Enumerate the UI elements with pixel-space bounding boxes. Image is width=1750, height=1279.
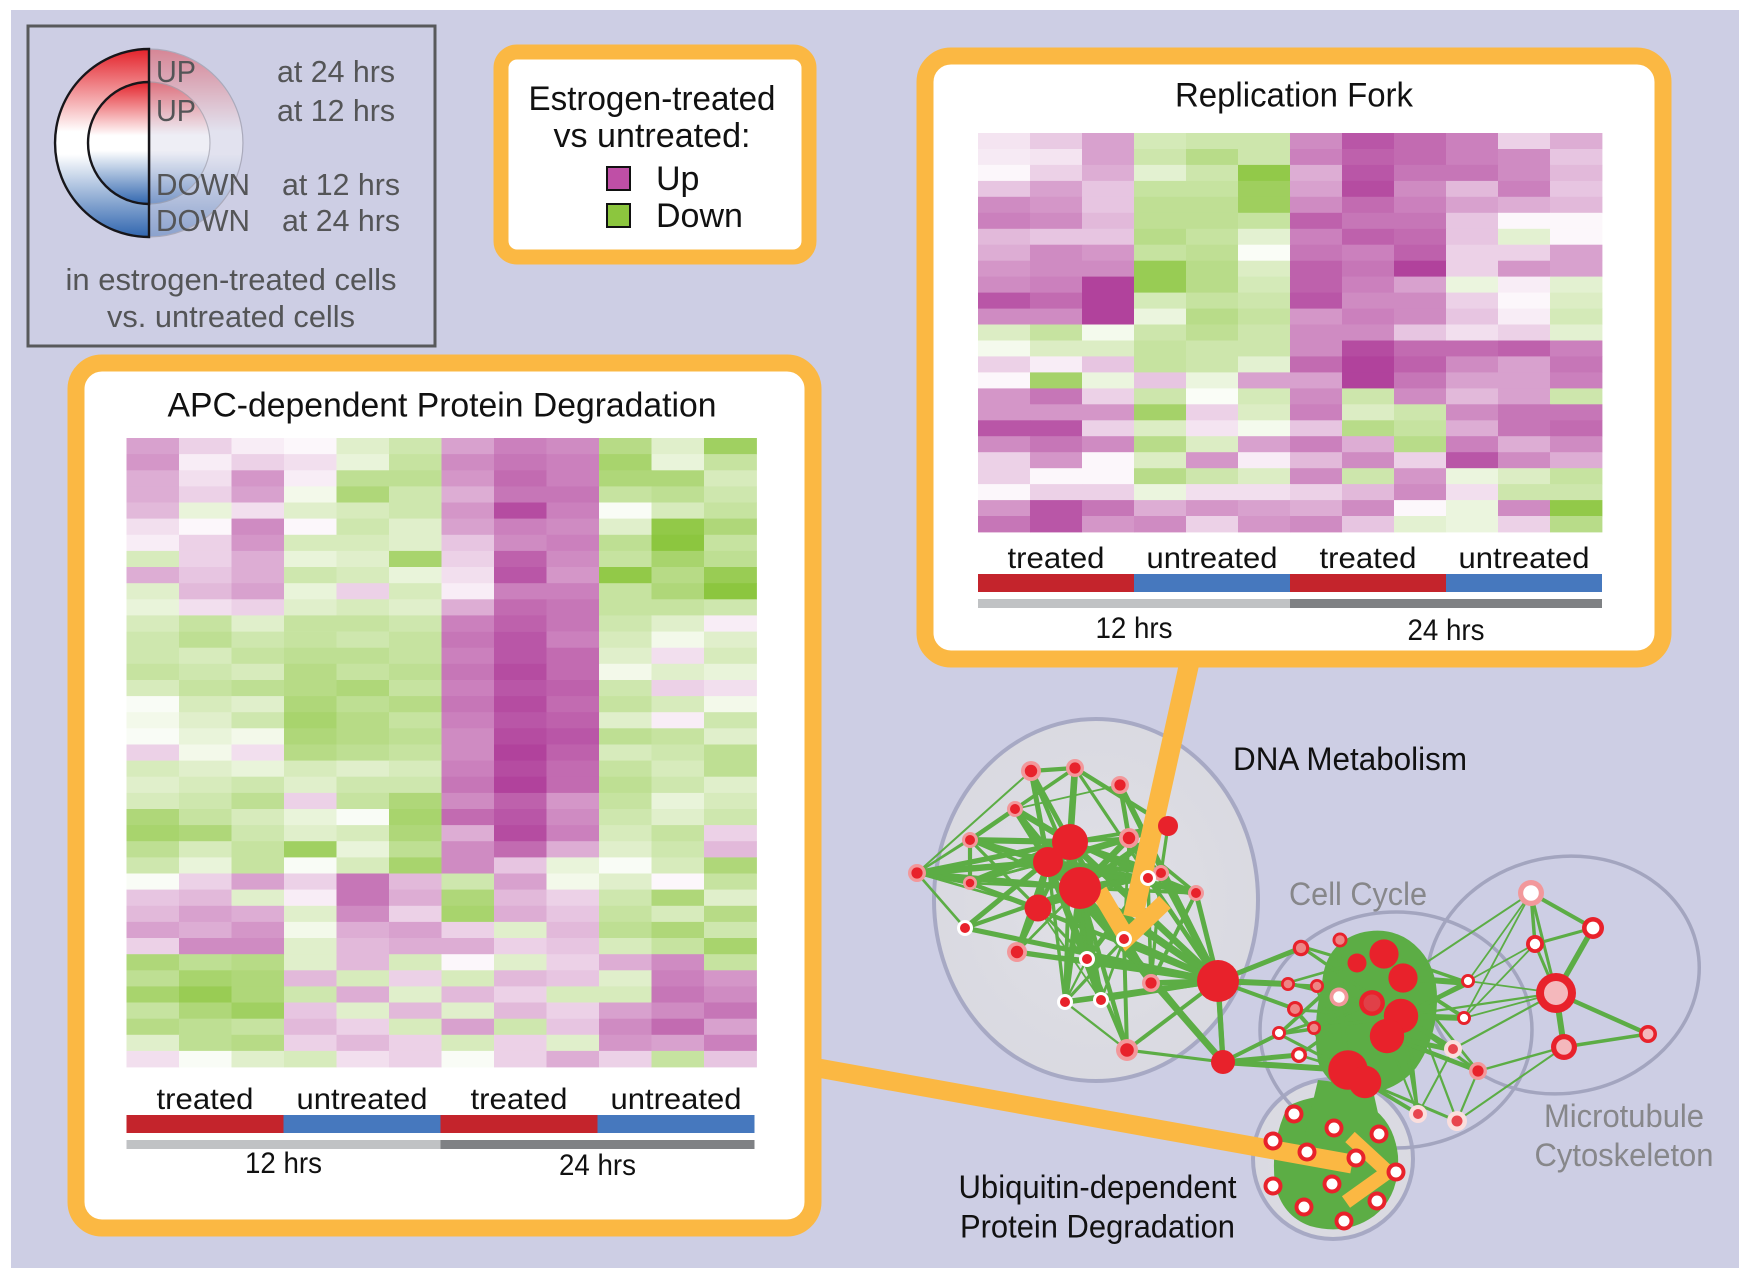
svg-text:vs. untreated cells: vs. untreated cells: [107, 299, 355, 334]
svg-text:Up: Up: [656, 160, 699, 198]
svg-text:Microtubule: Microtubule: [1544, 1098, 1704, 1134]
svg-text:untreated: untreated: [297, 1083, 428, 1116]
svg-text:Ubiquitin-dependent: Ubiquitin-dependent: [959, 1169, 1237, 1205]
svg-text:UP: UP: [156, 54, 196, 89]
svg-text:treated: treated: [157, 1083, 254, 1116]
svg-text:DOWN: DOWN: [156, 167, 250, 202]
svg-text:at 24 hrs: at 24 hrs: [277, 54, 395, 89]
svg-text:24 hrs: 24 hrs: [559, 1149, 636, 1182]
svg-text:24 hrs: 24 hrs: [1408, 614, 1485, 647]
svg-text:DOWN: DOWN: [156, 203, 250, 238]
svg-text:12 hrs: 12 hrs: [245, 1147, 322, 1180]
svg-text:Estrogen-treated: Estrogen-treated: [529, 80, 776, 118]
svg-text:untreated: untreated: [1459, 542, 1590, 575]
svg-text:Down: Down: [656, 197, 743, 235]
svg-text:treated: treated: [1008, 542, 1105, 575]
svg-text:at 12 hrs: at 12 hrs: [282, 167, 400, 202]
svg-text:Cytoskeleton: Cytoskeleton: [1535, 1137, 1714, 1173]
svg-text:Protein Degradation: Protein Degradation: [960, 1209, 1235, 1245]
svg-text:treated: treated: [471, 1083, 568, 1116]
svg-text:12 hrs: 12 hrs: [1096, 612, 1173, 645]
svg-text:treated: treated: [1320, 542, 1417, 575]
svg-text:at 24 hrs: at 24 hrs: [282, 203, 400, 238]
svg-text:untreated: untreated: [1147, 542, 1278, 575]
svg-text:vs untreated:: vs untreated:: [554, 117, 751, 155]
svg-text:at 12 hrs: at 12 hrs: [277, 93, 395, 128]
svg-text:APC-dependent Protein Degradat: APC-dependent Protein Degradation: [168, 387, 717, 425]
svg-text:Cell Cycle: Cell Cycle: [1289, 876, 1427, 912]
svg-text:DNA Metabolism: DNA Metabolism: [1233, 741, 1467, 777]
svg-text:in estrogen-treated cells: in estrogen-treated cells: [66, 262, 397, 297]
svg-text:Replication Fork: Replication Fork: [1175, 77, 1414, 115]
svg-text:UP: UP: [156, 93, 196, 128]
svg-text:untreated: untreated: [611, 1083, 742, 1116]
